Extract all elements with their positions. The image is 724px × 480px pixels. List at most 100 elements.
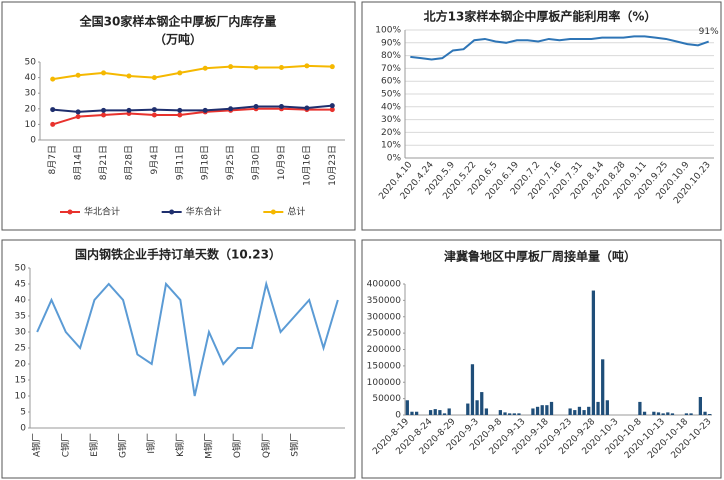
chart-title: 津冀鲁地区中厚板厂周接单量（吨）: [444, 249, 636, 264]
y-tick-label: 50000: [372, 394, 401, 404]
x-tick-label: 9月18日: [200, 145, 211, 180]
x-tick-label: 8月7日: [47, 145, 58, 174]
legend-marker: [67, 209, 73, 215]
y-tick-label: 35: [15, 312, 26, 322]
y-tick-label: 30%: [381, 115, 401, 125]
bar: [470, 364, 475, 415]
bar: [591, 290, 596, 415]
y-tick-label: 50%: [381, 90, 401, 100]
x-tick-label: 8月14日: [73, 145, 84, 180]
bar: [549, 401, 554, 415]
chart-title: 全国30家样本钢企中厚板厂内库存量: [79, 14, 277, 29]
y-tick-label: 0: [20, 424, 26, 434]
marker: [304, 63, 310, 69]
marker: [151, 107, 157, 113]
marker: [126, 73, 132, 79]
bar: [512, 413, 516, 415]
marker: [101, 70, 107, 76]
y-tick-label: 0%: [387, 154, 402, 164]
marker: [329, 64, 335, 70]
bar: [517, 413, 521, 415]
bar: [605, 400, 609, 415]
x-tick-label: A钢厂: [31, 433, 43, 457]
marker: [75, 72, 81, 78]
bar: [670, 413, 675, 415]
y-tick-label: 350000: [367, 296, 402, 306]
bar: [484, 408, 489, 415]
bar: [438, 410, 442, 415]
x-tick-label: 9月4日: [149, 145, 160, 174]
marker: [50, 107, 56, 113]
y-tick-label: 25: [15, 344, 26, 354]
y-tick-label: 10: [15, 392, 27, 402]
marker: [228, 106, 234, 112]
bar: [656, 412, 661, 415]
bar: [466, 403, 470, 415]
marker: [151, 112, 157, 118]
y-tick-label: 30: [15, 328, 27, 338]
marker: [228, 64, 234, 70]
bar: [703, 411, 707, 415]
y-tick-label: 300000: [367, 312, 402, 322]
bar: [503, 412, 507, 415]
panel: [1, 239, 356, 479]
bar: [475, 400, 479, 415]
y-tick-label: 90%: [381, 38, 401, 48]
x-tick-label: 9月25日: [225, 145, 236, 180]
panel: [361, 239, 722, 479]
bar: [689, 413, 693, 415]
y-tick-label: 10%: [381, 141, 401, 151]
line: [410, 35, 710, 61]
bar: [582, 410, 586, 415]
bar: [415, 411, 419, 415]
bar: [442, 413, 447, 415]
x-tick-label: 10月9日: [276, 145, 287, 180]
bar: [508, 413, 512, 415]
marker: [75, 114, 81, 120]
marker: [50, 76, 56, 82]
line: [36, 280, 339, 397]
bar: [601, 359, 605, 415]
x-tick-label: S钢厂: [288, 433, 300, 457]
x-tick-label: 9月30日: [251, 145, 262, 180]
y-tick-label: 400000: [367, 280, 402, 290]
bar: [568, 408, 572, 415]
bar: [498, 410, 502, 415]
line: [52, 104, 333, 113]
marker: [278, 64, 284, 70]
x-tick-label: Q钢厂: [260, 433, 272, 458]
marker: [202, 107, 208, 113]
x-tick-label: 8月28日: [123, 145, 134, 180]
y-tick-label: 150000: [367, 361, 402, 371]
y-tick-label: 10: [25, 120, 37, 130]
y-tick-label: 15: [15, 376, 26, 386]
marker: [101, 112, 107, 118]
x-tick-label: G钢厂: [117, 433, 129, 458]
x-tick-label: K钢厂: [174, 433, 186, 457]
chart-title: 北方13家样本钢企中厚板产能利用率（%）: [424, 9, 657, 24]
x-tick-label: 10月23日: [327, 145, 338, 186]
y-tick-label: 0: [30, 136, 36, 146]
bar: [666, 412, 670, 415]
y-tick-label: 60%: [381, 77, 401, 87]
bar: [684, 413, 689, 415]
bar: [480, 392, 484, 415]
y-tick-label: 100%: [375, 26, 401, 36]
marker: [126, 107, 132, 113]
bar: [577, 406, 582, 415]
bar: [661, 413, 665, 415]
bar: [708, 414, 712, 415]
y-tick-label: 200000: [367, 345, 402, 355]
legend-marker: [169, 209, 175, 215]
x-tick-label: 8月21日: [98, 145, 109, 180]
marker: [202, 65, 208, 71]
bar: [410, 411, 414, 415]
bar: [587, 406, 591, 415]
x-tick-label: C钢厂: [59, 433, 71, 457]
x-tick-label: 9月11日: [174, 145, 185, 180]
marker: [304, 105, 310, 111]
bar: [545, 405, 549, 415]
chart-title: 国内钢铁企业手持订单天数（10.23）: [75, 247, 281, 262]
bar: [447, 408, 451, 415]
